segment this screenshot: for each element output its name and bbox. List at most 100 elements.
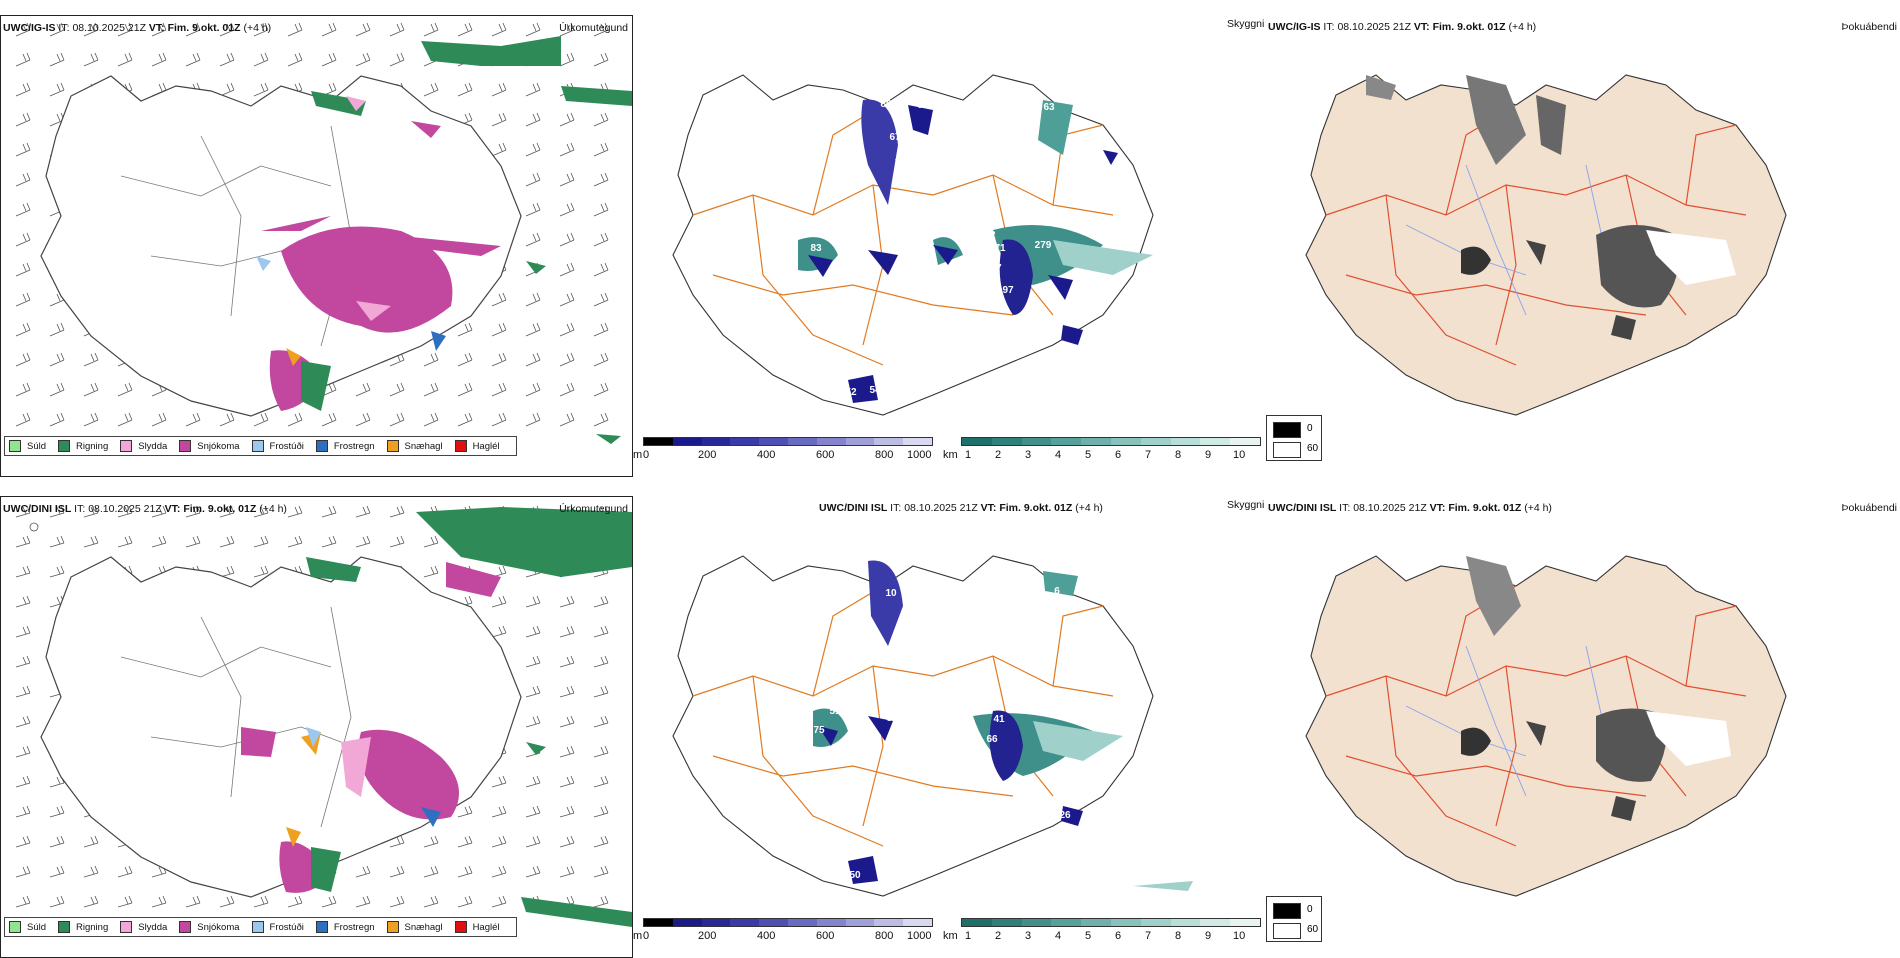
ceiling-colorbar: m 0 200 400 600 800 1000	[633, 918, 933, 948]
legend-item-haglél: Haglél	[454, 440, 500, 452]
colorbar-bin	[845, 919, 875, 926]
wind-barb	[49, 535, 65, 548]
wind-barb	[593, 775, 609, 788]
colorbar-bin	[1170, 919, 1201, 926]
wind-barb	[559, 142, 575, 157]
legend-label: Haglél	[472, 921, 500, 933]
wind-barb	[457, 865, 473, 878]
wind-barb	[253, 412, 269, 427]
wind-barb	[117, 535, 133, 548]
wind-barb	[15, 142, 31, 157]
wind-barb	[287, 535, 303, 548]
legend-swatch	[315, 440, 328, 452]
wind-barb	[83, 895, 99, 908]
precip-type-panel-row2: UWC/DINI ISL IT: 08.10.2025 21Z VT: Fim.…	[0, 496, 633, 958]
legend-label: Snjókoma	[197, 440, 240, 452]
wind-barb	[593, 352, 609, 367]
legend-swatch	[9, 921, 21, 933]
wind-barb	[219, 52, 235, 67]
wind-barb	[525, 835, 541, 848]
legend-swatch	[454, 921, 467, 933]
visibility-value-label: 91	[917, 100, 929, 111]
colorbar-bin	[701, 438, 731, 445]
wind-barb	[355, 535, 371, 548]
legend-item-súld: Súld	[9, 440, 46, 452]
wind-barb	[219, 22, 235, 37]
visibility-value-label: 25	[1054, 317, 1066, 328]
wind-barb	[117, 895, 133, 908]
wind-barb	[593, 412, 609, 427]
colorbar-bin	[1140, 919, 1171, 926]
wind-barb	[219, 895, 235, 908]
legend-label: Frostregn	[333, 440, 375, 452]
wind-barb	[525, 22, 541, 37]
wind-barb	[593, 292, 609, 307]
wind-barb	[525, 685, 541, 698]
panel-title: UWC/IG-IS IT: 08.10.2025 21Z VT: Fim. 9.…	[1268, 21, 1537, 33]
visibility-value-label: 37	[810, 228, 822, 239]
wind-barb	[15, 112, 31, 127]
colorbar-bin	[1081, 919, 1111, 926]
wind-barb	[83, 412, 99, 427]
legend-label: Súld	[27, 921, 47, 933]
wind-barb	[457, 835, 473, 848]
fog-index-panel-row1: UWC/IG-IS IT: 08.10.2025 21Z VT: Fim. 9.…	[1266, 15, 1899, 477]
wind-barb	[559, 655, 575, 668]
colorbar-bin	[1110, 919, 1141, 926]
visibility-value-label: 84	[927, 598, 939, 609]
wind-barb	[117, 865, 133, 878]
wind-barb	[559, 52, 575, 67]
visibility-value-label: 66	[986, 734, 998, 745]
wind-barb	[525, 412, 541, 427]
wind-barb	[15, 715, 31, 728]
wind-barb	[253, 505, 269, 518]
colorbar-bin	[903, 919, 932, 926]
wind-barb	[457, 895, 473, 908]
wind-barb	[15, 625, 31, 638]
legend-item-frostúði: Frostúði	[251, 921, 304, 933]
wind-barb	[559, 595, 575, 608]
colorbar-bin	[1051, 438, 1082, 445]
wind-barb	[525, 382, 541, 397]
colorbar-bin	[1230, 438, 1260, 445]
wind-barb	[593, 715, 609, 728]
wind-barb	[117, 382, 133, 397]
wind-barb	[15, 805, 31, 818]
wind-barb	[15, 595, 31, 608]
legend-item-snæhagl: Snæhagl	[386, 921, 443, 933]
colorbar-bin	[991, 438, 1022, 445]
wind-barb	[15, 895, 31, 908]
wind-barb	[15, 745, 31, 758]
wind-barb	[389, 535, 405, 548]
wind-barb	[423, 535, 439, 548]
legend-swatch	[179, 921, 192, 933]
wind-barb	[593, 835, 609, 848]
wind-barb	[491, 292, 507, 307]
wind-barb	[15, 535, 31, 548]
legend-swatch	[386, 921, 399, 933]
legend-label: Slydda	[138, 440, 168, 452]
wind-barb	[15, 292, 31, 307]
wind-barb	[525, 625, 541, 638]
wind-barb	[491, 775, 507, 788]
wind-barb	[15, 82, 31, 97]
colorbar-bin	[1051, 919, 1082, 926]
wind-barb	[593, 805, 609, 818]
wind-barb	[83, 865, 99, 878]
legend-swatch	[251, 440, 264, 452]
wind-barb	[253, 565, 269, 578]
wind-barb	[525, 805, 541, 818]
wind-barb	[423, 865, 439, 878]
legend-item-rigning: Rigning	[58, 440, 108, 452]
colorbar-bin	[1081, 438, 1111, 445]
visibility-value-label: 41	[993, 714, 1005, 725]
visibility-panel-row2: 51 75 55 41 66 26 50 84 10 84 6 Skyggni UWC/DINI I…	[633, 496, 1266, 958]
wind-barb	[593, 172, 609, 187]
wind-barb	[83, 52, 99, 67]
wind-barb	[287, 52, 303, 67]
legend-swatch	[9, 440, 21, 452]
wind-barb	[355, 895, 371, 908]
wind-barb	[525, 232, 541, 247]
wind-barb	[491, 112, 507, 127]
wind-barb	[525, 142, 541, 157]
